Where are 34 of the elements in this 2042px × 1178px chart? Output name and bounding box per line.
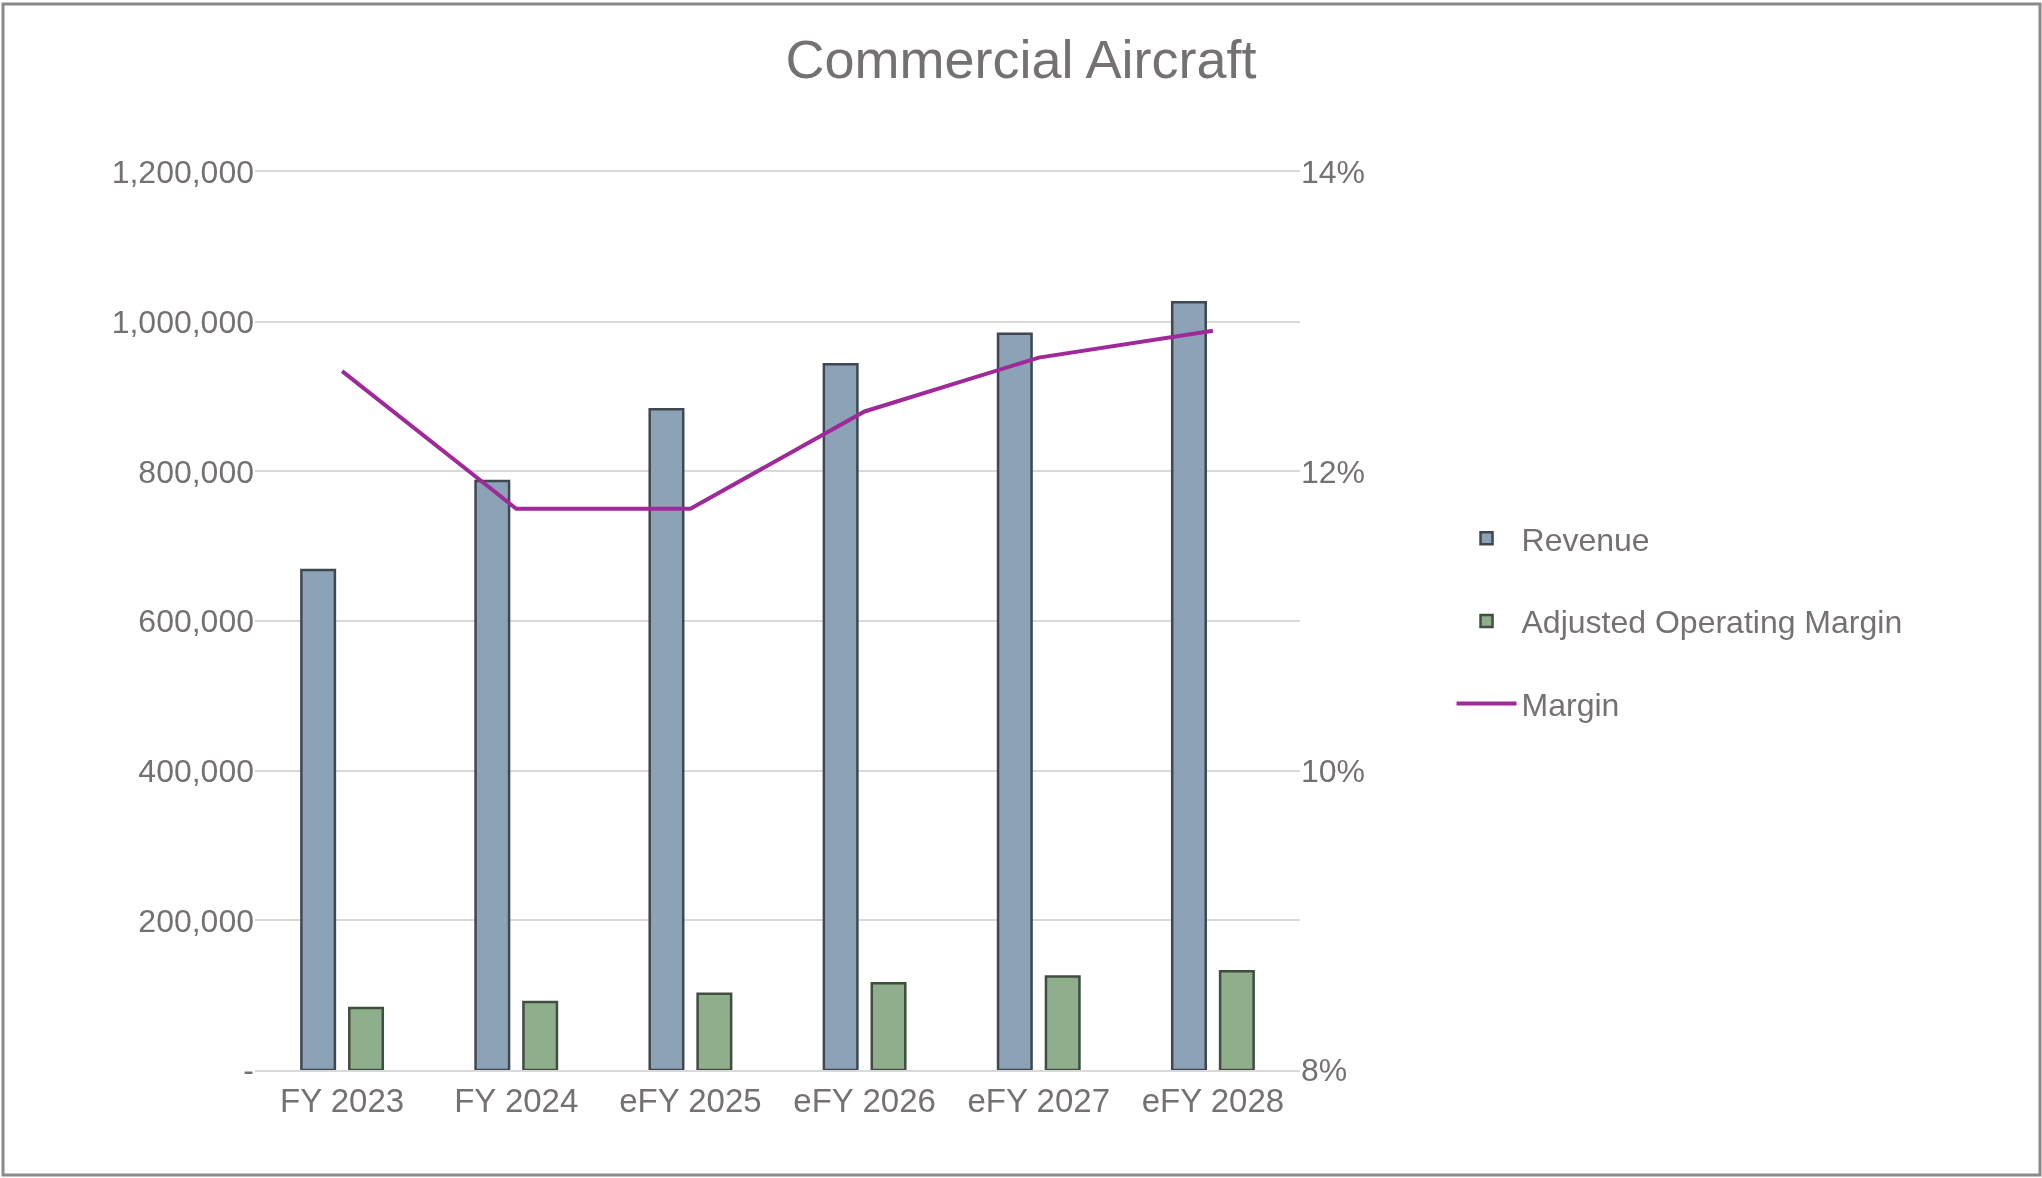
y-tick-label: - bbox=[243, 1052, 254, 1089]
y-tick-label: 1,000,000 bbox=[111, 303, 254, 340]
y-tick-label: 600,000 bbox=[138, 603, 254, 640]
y-tick-label: 400,000 bbox=[138, 752, 254, 789]
x-tick-label: FY 2023 bbox=[280, 1081, 405, 1119]
y2-tick-label: 10% bbox=[1301, 752, 1366, 789]
bar bbox=[1218, 969, 1255, 1070]
legend-label: Adjusted Operating Margin bbox=[1521, 604, 1903, 641]
bar bbox=[648, 407, 685, 1070]
bar bbox=[996, 332, 1033, 1070]
bar bbox=[300, 568, 337, 1070]
x-tick-label: FY 2024 bbox=[454, 1081, 579, 1119]
y2-tick-label: 8% bbox=[1301, 1052, 1348, 1089]
y-tick-label: 1,200,000 bbox=[111, 154, 254, 191]
bar bbox=[522, 1000, 559, 1070]
bar bbox=[696, 992, 733, 1070]
x-tick-label: eFY 2028 bbox=[1141, 1081, 1285, 1119]
x-tick-label: eFY 2026 bbox=[793, 1081, 936, 1119]
chart-title: Commercial Aircraft bbox=[785, 28, 1257, 89]
x-tick-label: eFY 2025 bbox=[619, 1081, 762, 1119]
bar bbox=[870, 981, 907, 1070]
y-tick-label: 200,000 bbox=[138, 902, 254, 939]
legend-label: Margin bbox=[1521, 686, 1620, 723]
bar bbox=[348, 1006, 385, 1070]
legend-label: Revenue bbox=[1521, 521, 1650, 558]
bar bbox=[1044, 975, 1081, 1070]
x-tick-label: eFY 2027 bbox=[967, 1081, 1111, 1119]
bar bbox=[1170, 300, 1207, 1070]
y2-tick-label: 12% bbox=[1301, 453, 1366, 490]
line-series bbox=[340, 328, 1215, 511]
bar bbox=[474, 479, 511, 1070]
y2-tick-label: 14% bbox=[1301, 154, 1366, 191]
y-tick-label: 800,000 bbox=[138, 453, 254, 490]
bar bbox=[822, 363, 859, 1070]
